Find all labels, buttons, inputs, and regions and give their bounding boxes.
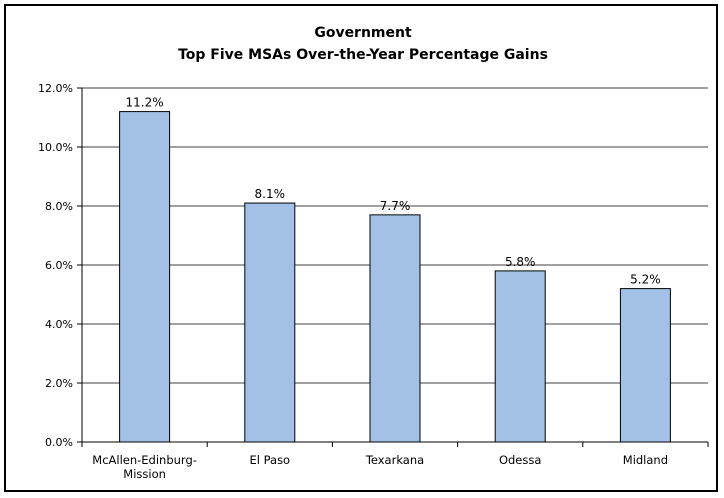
chart-frame: Government Top Five MSAs Over-the-Year P… — [4, 4, 718, 492]
y-axis-ticks: 0.0% 2.0% 4.0% 6.0% 8.0% 10.0% 12.0% — [38, 82, 82, 449]
bar — [119, 111, 171, 443]
data-label: 8.1% — [255, 187, 286, 201]
chart-subtitle: Top Five MSAs Over-the-Year Percentage G… — [178, 47, 548, 63]
data-label: 5.8% — [505, 255, 536, 269]
data-label: 7.7% — [380, 199, 411, 213]
data-label: 11.2% — [126, 96, 164, 110]
bar — [494, 270, 546, 443]
y-tick-label: 4.0% — [45, 318, 73, 331]
y-tick-label: 12.0% — [38, 82, 73, 95]
y-tick-label: 2.0% — [45, 377, 73, 390]
x-category-label: Odessa — [499, 453, 541, 467]
y-tick-label: 10.0% — [38, 141, 73, 154]
x-axis-categories: McAllen-Edinburg-Mission El Paso Texarkana… — [81, 442, 709, 481]
y-tick-label: 6.0% — [45, 259, 73, 272]
bar — [244, 202, 296, 443]
bar — [369, 214, 421, 443]
x-category-label: Midland — [623, 453, 668, 467]
axes — [81, 88, 708, 443]
x-category-label: McAllen-Edinburg-Mission — [92, 453, 197, 481]
chart-title: Government — [314, 25, 412, 41]
y-tick-label: 0.0% — [45, 436, 73, 449]
data-labels: 11.2% 8.1% 7.7% 5.8% 5.2% — [126, 96, 661, 287]
x-category-label: Texarkana — [365, 453, 424, 467]
x-category-label: El Paso — [249, 453, 290, 467]
data-label: 5.2% — [630, 273, 661, 287]
bar — [619, 288, 671, 443]
bar-chart: Government Top Five MSAs Over-the-Year P… — [38, 25, 709, 481]
y-tick-label: 8.0% — [45, 200, 73, 213]
bars — [119, 111, 671, 443]
